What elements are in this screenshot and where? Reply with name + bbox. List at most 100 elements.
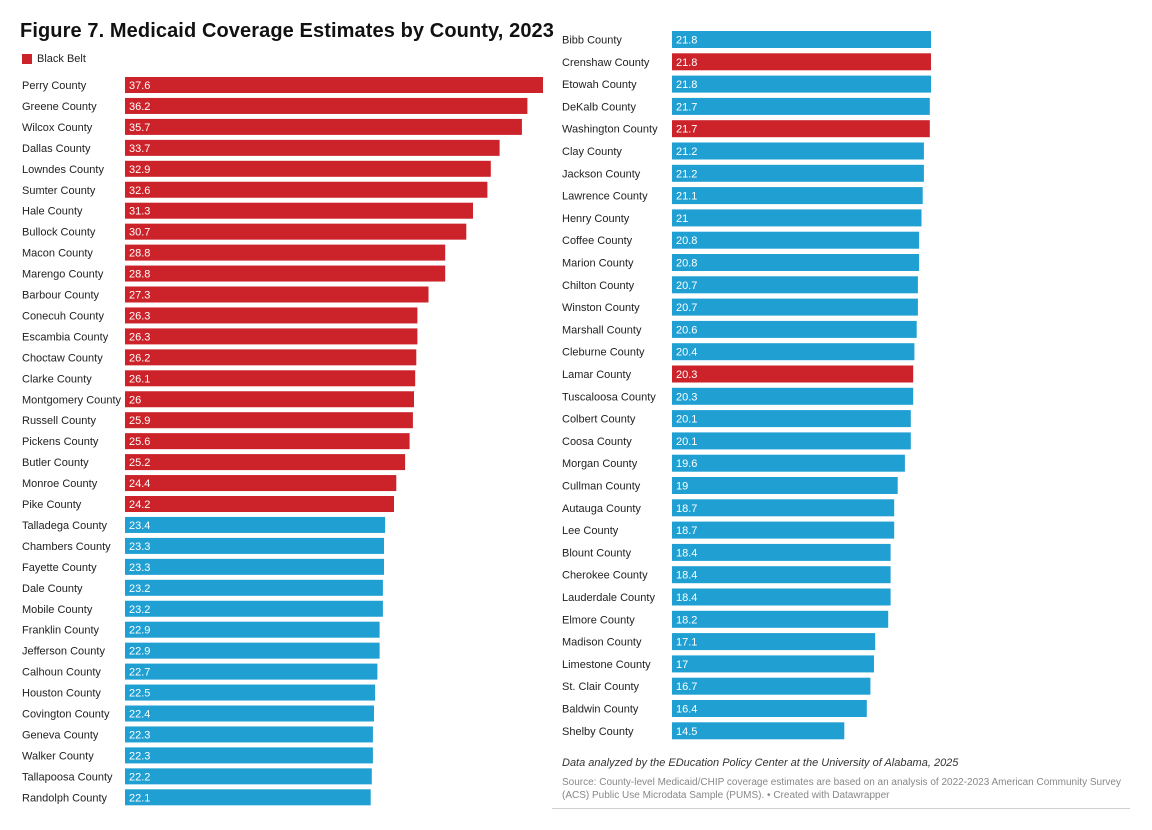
category-label-franklin-county: Franklin County [22,625,100,637]
bar-marion-county [672,254,919,271]
value-label-macon-county: 28.8 [129,248,150,260]
value-label-fayette-county: 23.3 [129,562,150,574]
value-label-madison-county: 17.1 [676,637,697,649]
bar-tuscaloosa-county [672,388,913,405]
bar-calhoun-county [125,664,377,680]
category-label-colbert-county: Colbert County [562,414,636,426]
category-label-walker-county: Walker County [22,750,94,762]
bar-covington-county [125,706,374,722]
value-label-jackson-county: 21.2 [676,168,697,180]
category-label-marengo-county: Marengo County [22,269,104,281]
bar-geneva-county [125,726,373,742]
value-label-lee-county: 18.7 [676,525,697,537]
category-label-marshall-county: Marshall County [562,324,642,336]
bar-henry-county [672,209,922,226]
value-label-hale-county: 31.3 [129,206,150,218]
category-label-blount-county: Blount County [562,547,632,559]
category-label-monroe-county: Monroe County [22,478,98,490]
category-label-choctaw-county: Choctaw County [22,352,103,364]
value-label-escambia-county: 26.3 [129,331,150,343]
value-label-dale-county: 23.2 [129,583,150,595]
category-label-st-clair-county: St. Clair County [562,681,640,693]
value-label-chilton-county: 20.7 [676,280,697,292]
value-label-randolph-county: 22.1 [129,792,150,804]
value-label-cullman-county: 19 [676,481,688,493]
bar-russell-county [125,412,413,428]
category-label-henry-county: Henry County [562,213,630,225]
category-label-jackson-county: Jackson County [562,168,641,180]
category-label-lee-county: Lee County [562,525,619,537]
value-label-lawrence-county: 21.1 [676,191,697,203]
category-label-morgan-county: Morgan County [562,458,638,470]
value-label-lowndes-county: 32.9 [129,164,150,176]
bar-houston-county [125,685,375,701]
bar-walker-county [125,747,373,763]
value-label-clarke-county: 26.1 [129,373,150,385]
bar-choctaw-county [125,349,416,365]
category-label-cullman-county: Cullman County [562,481,641,493]
value-label-colbert-county: 20.1 [676,414,697,426]
value-label-tallapoosa-county: 22.2 [129,771,150,783]
category-label-crenshaw-county: Crenshaw County [562,57,650,69]
bar-fayette-county [125,559,384,575]
bar-franklin-county [125,622,380,638]
bar-limestone-county [672,655,874,672]
bar-clarke-county [125,370,415,386]
category-label-lamar-county: Lamar County [562,369,632,381]
category-label-elmore-county: Elmore County [562,614,635,626]
bar-winston-county [672,299,918,316]
value-label-houston-county: 22.5 [129,688,150,700]
category-label-geneva-county: Geneva County [22,729,99,741]
bar-talladega-county [125,517,385,533]
value-label-butler-county: 25.2 [129,457,150,469]
value-label-pickens-county: 25.6 [129,436,150,448]
category-label-tallapoosa-county: Tallapoosa County [22,771,113,783]
value-label-conecuh-county: 26.3 [129,310,150,322]
value-label-sumter-county: 32.6 [129,185,150,197]
bar-autauga-county [672,499,894,516]
category-label-cherokee-county: Cherokee County [562,570,648,582]
category-label-conecuh-county: Conecuh County [22,310,104,322]
value-label-monroe-county: 24.4 [129,478,150,490]
category-label-lauderdale-county: Lauderdale County [562,592,655,604]
bar-marshall-county [672,321,917,338]
value-label-talladega-county: 23.4 [129,520,150,532]
category-label-baldwin-county: Baldwin County [562,704,639,716]
bar-madison-county [672,633,875,650]
category-label-calhoun-county: Calhoun County [22,667,101,679]
bar-clay-county [672,143,924,160]
value-label-chambers-county: 23.3 [129,541,150,553]
bar-pike-county [125,496,394,512]
value-label-jefferson-county: 22.9 [129,646,150,658]
bar-hale-county [125,203,473,219]
bar-pickens-county [125,433,410,449]
category-label-clarke-county: Clarke County [22,373,92,385]
bar-blount-county [672,544,891,561]
value-label-winston-county: 20.7 [676,302,697,314]
value-label-blount-county: 18.4 [676,547,697,559]
value-label-henry-county: 21 [676,213,688,225]
value-label-wilcox-county: 35.7 [129,122,150,134]
value-label-clay-county: 21.2 [676,146,697,158]
category-label-dallas-county: Dallas County [22,143,91,155]
value-label-st-clair-county: 16.7 [676,681,697,693]
value-label-etowah-county: 21.8 [676,79,697,91]
value-label-cleburne-county: 20.4 [676,347,697,359]
bar-montgomery-county [125,391,414,407]
value-label-marion-county: 20.8 [676,258,697,270]
bar-sumter-county [125,182,487,198]
category-label-marion-county: Marion County [562,258,634,270]
value-label-mobile-county: 23.2 [129,604,150,616]
value-label-bullock-county: 30.7 [129,227,150,239]
bar-randolph-county [125,789,371,805]
category-label-dale-county: Dale County [22,583,83,595]
bar-conecuh-county [125,307,417,323]
category-label-clay-county: Clay County [562,146,622,158]
value-label-geneva-county: 22.3 [129,729,150,741]
category-label-autauga-county: Autauga County [562,503,641,515]
category-label-dekalb-county: DeKalb County [562,101,636,113]
bar-escambia-county [125,328,417,344]
bar-barbour-county [125,287,429,303]
bar-wilcox-county [125,119,522,135]
value-label-barbour-county: 27.3 [129,290,150,302]
